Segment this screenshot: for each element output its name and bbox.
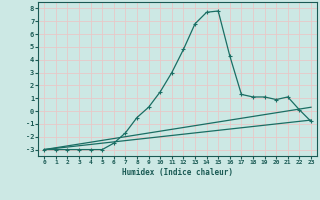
X-axis label: Humidex (Indice chaleur): Humidex (Indice chaleur): [122, 168, 233, 177]
